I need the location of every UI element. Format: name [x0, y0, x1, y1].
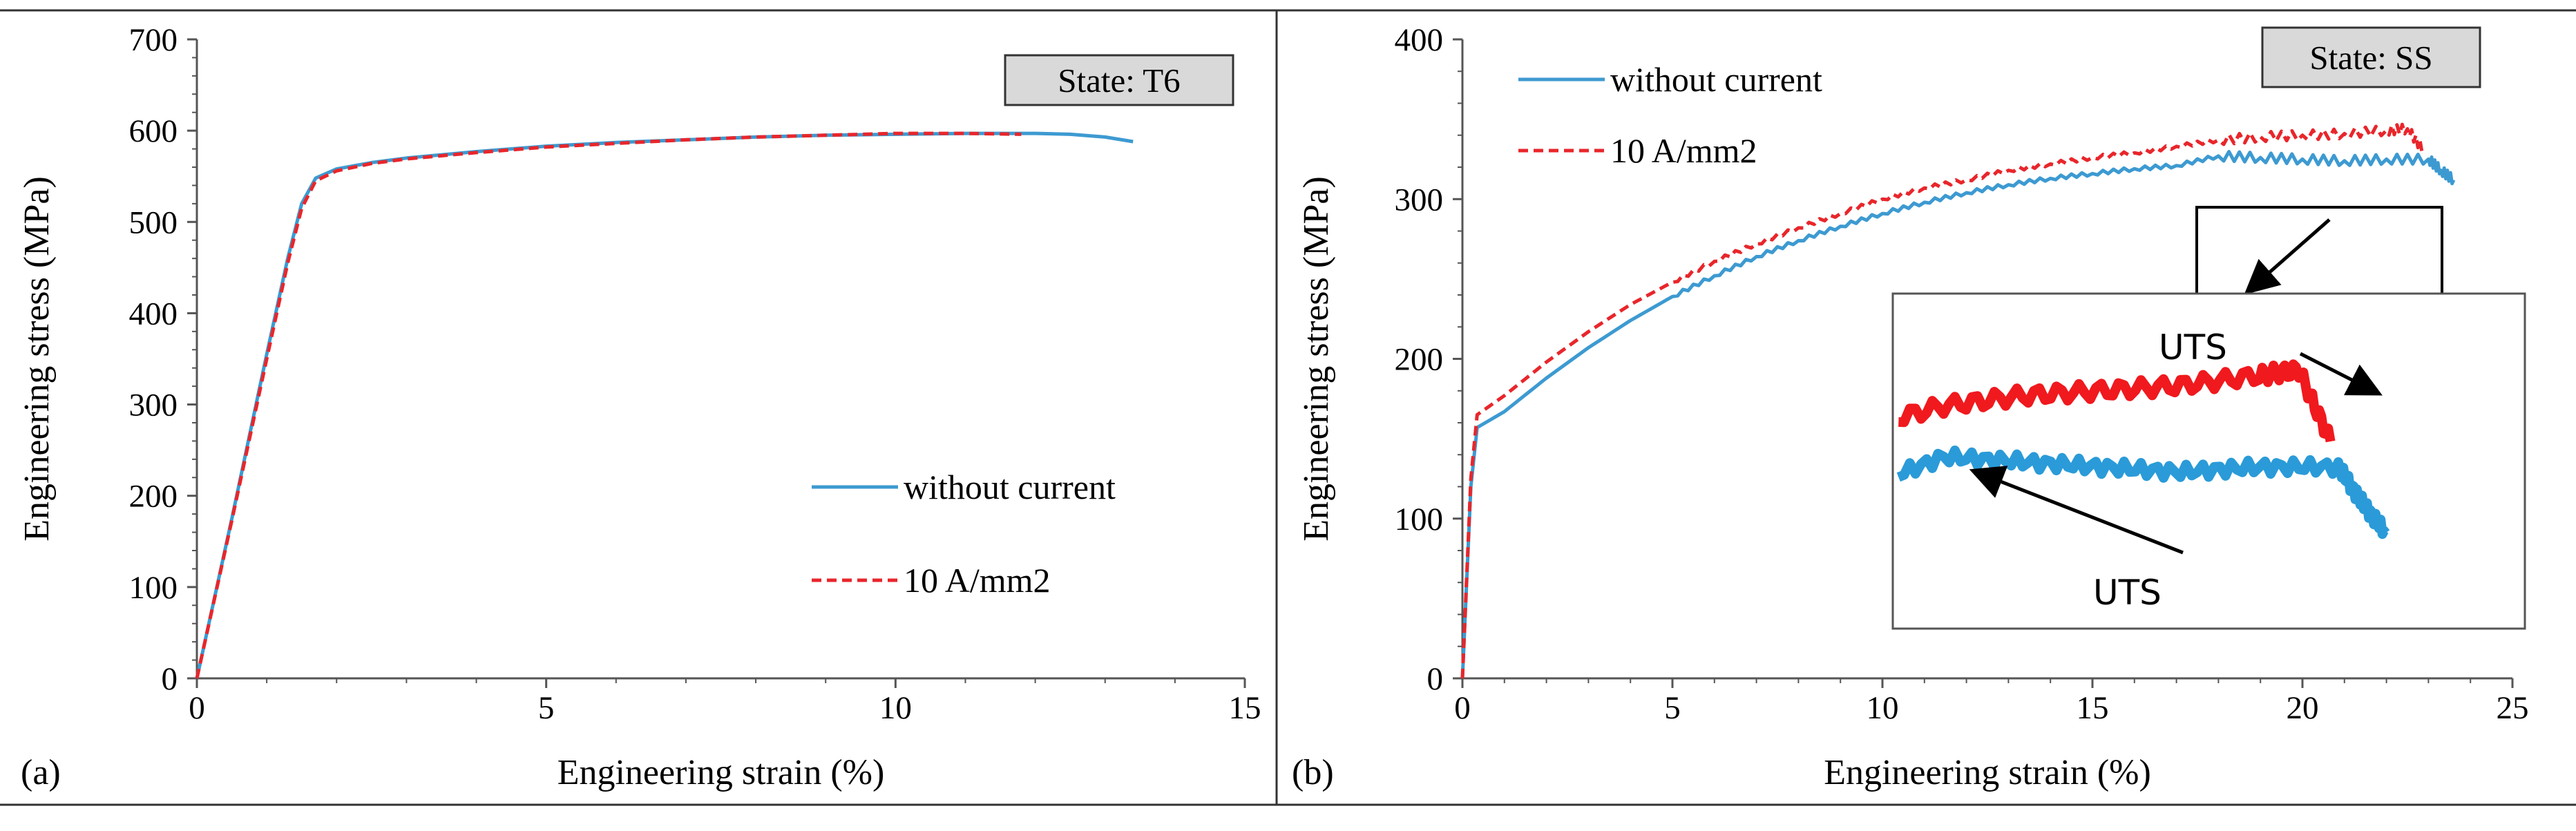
- x-tick-label: 20: [2287, 690, 2319, 726]
- x-axis-title: Engineering strain (%): [1824, 753, 2151, 792]
- state-box: [1004, 54, 1234, 106]
- legend-label-without-current: without current: [1610, 60, 1822, 99]
- x-tick-label: 0: [1454, 690, 1471, 726]
- panel-b: 0 5 10 15 20 25 0 100 200 300 400 Engineering strai…: [1292, 22, 2529, 792]
- state-label: State: T6: [1058, 61, 1180, 99]
- x-tick-label: 10: [879, 690, 912, 726]
- x-tick-label: 0: [189, 690, 205, 726]
- x-tick-label: 10: [1867, 690, 1899, 726]
- y-tick-label: 200: [129, 479, 178, 515]
- x-tick-label: 5: [1664, 690, 1681, 726]
- state-box: [2261, 26, 2481, 88]
- y-tick-label: 200: [1395, 342, 1444, 378]
- y-tick-label: 300: [1395, 182, 1444, 218]
- y-tick-label: 500: [129, 204, 178, 240]
- inset-current-curve: [1898, 359, 2336, 443]
- inset-without-current-curve: [1896, 446, 2390, 539]
- uts-arrow-without-current: [1969, 466, 2184, 555]
- y-axis-title: Engineering stress (MPa): [17, 176, 57, 542]
- uts-label-current: UTS: [2159, 327, 2227, 367]
- inset-zoom: UTS UTS: [1891, 206, 2526, 630]
- x-tick-label: 15: [2077, 690, 2109, 726]
- x-tick-label: 25: [2497, 690, 2529, 726]
- legend-label-current: 10 A/mm2: [904, 561, 1051, 600]
- state-label: State: SS: [2309, 39, 2432, 77]
- series-without-current-line: [1460, 150, 2456, 679]
- y-tick-label: 100: [1395, 502, 1444, 537]
- uts-arrow-current: [2299, 352, 2383, 396]
- y-tick-label: 0: [162, 661, 178, 697]
- y-tick-label: 700: [129, 22, 178, 58]
- x-tick-label: 5: [538, 690, 555, 726]
- y-tick-label: 400: [129, 296, 178, 332]
- y-axis-title: Engineering stress (MPa): [1297, 176, 1336, 542]
- legend-label-without-current: without current: [904, 468, 1116, 506]
- uts-label-without-current: UTS: [2093, 573, 2162, 613]
- series-current-line: [195, 131, 1022, 679]
- y-tick-label: 100: [129, 570, 178, 606]
- panel-label: (b): [1292, 753, 1334, 792]
- zoom-arrow: [2244, 218, 2331, 295]
- y-tick-label: 400: [1395, 22, 1444, 58]
- y-tick-label: 600: [129, 113, 178, 149]
- y-tick-label: 300: [129, 388, 178, 423]
- x-axis-title: Engineering strain (%): [557, 753, 885, 792]
- legend-label-current: 10 A/mm2: [1610, 131, 1757, 170]
- panel-label: (a): [21, 753, 61, 792]
- panel-a: 0 5 10 15 0 100 200 300 400 500 600 700 Engineering …: [17, 22, 1261, 792]
- y-tick-label: 0: [1427, 661, 1444, 697]
- series-current-line: [1460, 122, 2426, 679]
- x-tick-label: 15: [1229, 690, 1261, 726]
